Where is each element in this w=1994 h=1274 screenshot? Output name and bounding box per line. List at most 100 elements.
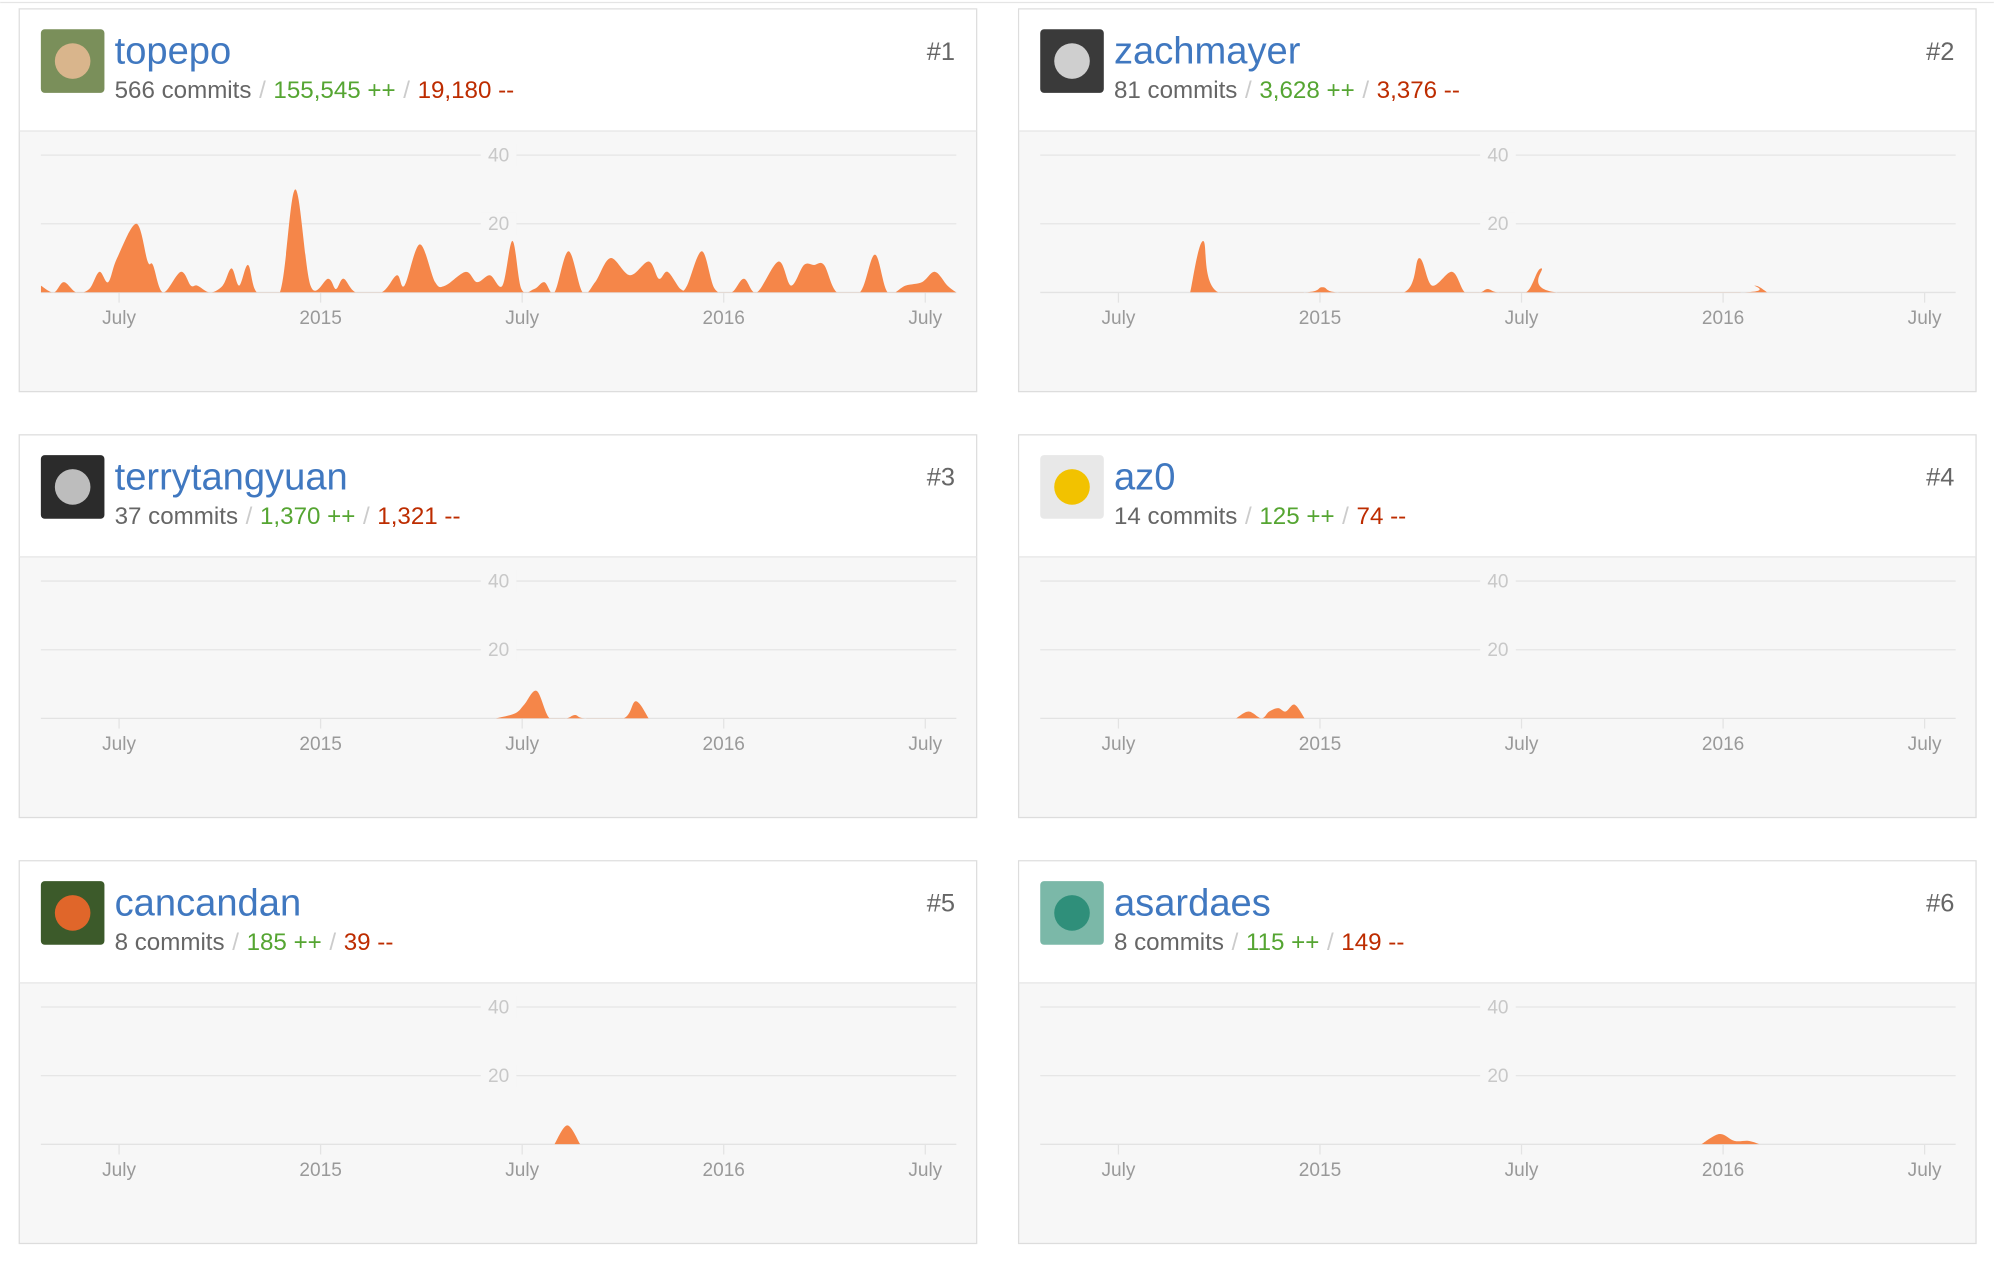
x-tick-label: July [102,308,136,329]
separator: / [403,77,410,104]
deletions: 39 -- [344,929,394,956]
y-tick-label: 40 [1487,997,1508,1018]
x-tick-label: July [1505,734,1539,755]
commit-count[interactable]: 566 commits [115,77,252,104]
x-tick-label: July [908,1160,942,1181]
contributor-card: az0 #4 14 commits / 125 ++ / 74 -- 20 40 July 2015… [1017,434,1977,819]
contributor-stats: 8 commits / 185 ++ / 39 -- [115,929,394,956]
commit-count[interactable]: 8 commits [115,929,225,956]
additions: 1,370 ++ [260,503,355,530]
card-header [19,861,977,983]
x-tick-label: July [505,1160,539,1181]
contributor-stats: 81 commits / 3,628 ++ / 3,376 -- [1114,77,1460,104]
separator: / [1232,929,1239,956]
y-tick-label: 40 [488,997,509,1018]
x-tick-label: July [505,308,539,329]
contributor-stats: 37 commits / 1,370 ++ / 1,321 -- [115,503,461,530]
commit-count[interactable]: 14 commits [1114,503,1237,530]
additions: 115 ++ [1246,929,1319,956]
contributor-rank: #3 [927,464,955,492]
avatar-face [54,469,91,505]
separator: / [1362,77,1369,104]
contributor-stats: 14 commits / 125 ++ / 74 -- [1114,503,1406,530]
separator: / [1245,503,1252,530]
y-tick-label: 20 [488,1066,509,1087]
contributor-stats: 566 commits / 155,545 ++ / 19,180 -- [115,77,515,104]
contributor-name[interactable]: asardaes [1114,881,1271,924]
contributor-card: cancandan #5 8 commits / 185 ++ / 39 -- 20 40 Jul… [18,860,978,1245]
x-tick-label: July [1101,308,1135,329]
contributor-rank: #6 [1926,890,1954,918]
y-tick-label-bg [1480,995,1516,1019]
commit-count[interactable]: 81 commits [1114,77,1237,104]
y-tick-label: 20 [1487,214,1508,235]
separator: / [259,77,266,104]
contributor-name[interactable]: terrytangyuan [115,456,348,499]
y-tick-label-bg [1480,1064,1516,1088]
x-tick-label: 2015 [1299,1160,1341,1181]
y-tick-label: 40 [1487,571,1508,592]
avatar-face [1054,43,1090,79]
x-tick-label: 2015 [1299,308,1341,329]
contribution-area [1701,1134,1760,1145]
y-tick-label-bg [1480,212,1516,236]
contributor-rank: #1 [927,38,955,66]
x-tick-label: July [1908,308,1942,329]
card-header [1019,9,1976,131]
contributor-name[interactable]: az0 [1114,456,1175,499]
card-header [19,435,977,557]
y-tick-label-bg [480,638,517,662]
additions: 125 ++ [1259,503,1334,530]
additions: 185 ++ [247,929,322,956]
y-tick-label: 40 [488,145,509,166]
x-tick-label: July [1908,1160,1942,1181]
x-tick-label: July [908,734,942,755]
y-tick-label-bg [1480,569,1516,593]
avatar-face [1054,895,1090,931]
separator: / [1342,503,1349,530]
commit-count[interactable]: 37 commits [115,503,238,530]
commit-count[interactable]: 8 commits [1114,929,1224,956]
contributor-stats: 8 commits / 115 ++ / 149 -- [1114,929,1404,956]
x-tick-label: 2015 [299,1160,341,1181]
deletions: 1,321 -- [377,503,460,530]
y-tick-label: 20 [488,214,509,235]
separator: / [1245,77,1252,104]
y-tick-label-bg [1480,143,1516,167]
y-tick-label: 20 [1487,640,1508,661]
y-tick-label: 20 [1487,1066,1508,1087]
contributor-name[interactable]: cancandan [115,881,302,924]
contribution-area [495,690,649,719]
contributor-card: zachmayer #2 81 commits / 3,628 ++ / 3,376 -- 2… [1017,8,1977,393]
x-tick-label: 2015 [1299,734,1341,755]
x-tick-label: 2016 [703,734,745,755]
x-tick-label: July [102,1160,136,1181]
avatar-face [1054,469,1090,505]
y-tick-label-bg [480,569,517,593]
contributor-rank: #2 [1926,38,1954,66]
x-tick-label: July [1101,1160,1135,1181]
contributor-rank: #5 [927,890,955,918]
contributor-name[interactable]: zachmayer [1114,30,1301,73]
separator: / [329,929,336,956]
contribution-area [554,1125,581,1145]
contribution-area [1236,704,1305,719]
x-tick-label: July [102,734,136,755]
x-tick-label: 2016 [1702,1160,1744,1181]
deletions: 19,180 -- [418,77,515,104]
avatar-face [54,43,91,79]
separator: / [1327,929,1334,956]
x-tick-label: July [505,734,539,755]
separator: / [363,503,370,530]
x-tick-label: 2015 [299,308,341,329]
x-tick-label: July [1505,1160,1539,1181]
deletions: 3,376 -- [1377,77,1460,104]
avatar-face [54,895,91,931]
card-header [19,9,977,131]
separator: / [232,929,239,956]
contributor-name[interactable]: topepo [115,30,232,73]
additions: 3,628 ++ [1259,77,1354,104]
x-tick-label: 2016 [703,1160,745,1181]
y-tick-label-bg [480,995,517,1019]
